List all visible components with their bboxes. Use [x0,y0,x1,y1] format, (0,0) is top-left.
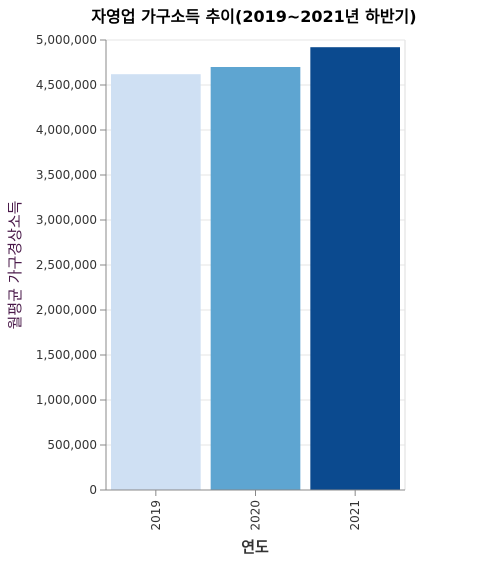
y-tick-label: 1,000,000 [36,393,97,407]
x-axis-title: 연도 [241,538,269,556]
bar-2019 [111,74,201,490]
bar-2020 [210,67,301,490]
x-tick-label: 2021 [348,500,362,531]
y-tick-label: 3,500,000 [36,168,97,182]
y-tick-label: 2,000,000 [36,303,97,317]
y-tick-label: 2,500,000 [36,258,97,272]
y-tick-label: 0 [89,483,97,497]
bar-2021 [310,47,400,490]
y-axis-title: 월평균 가구경상소득 [6,200,24,329]
chart-title: 자영업 가구소득 추이(2019~2021년 하반기) [91,7,416,26]
y-tick-label: 5,000,000 [36,33,97,47]
y-tick-label: 3,000,000 [36,213,97,227]
x-tick-label: 2020 [249,500,263,531]
y-tick-label: 500,000 [47,438,97,452]
x-tick-label: 2019 [149,500,163,531]
y-tick-label: 4,000,000 [36,123,97,137]
y-tick-label: 1,500,000 [36,348,97,362]
bars [111,47,400,490]
x-axis: 2019 2020 2021 [106,489,405,531]
y-axis: 0 500,000 1,000,000 1,500,000 2,000,000 2,500… [36,33,107,497]
y-tick-label: 4,500,000 [36,78,97,92]
